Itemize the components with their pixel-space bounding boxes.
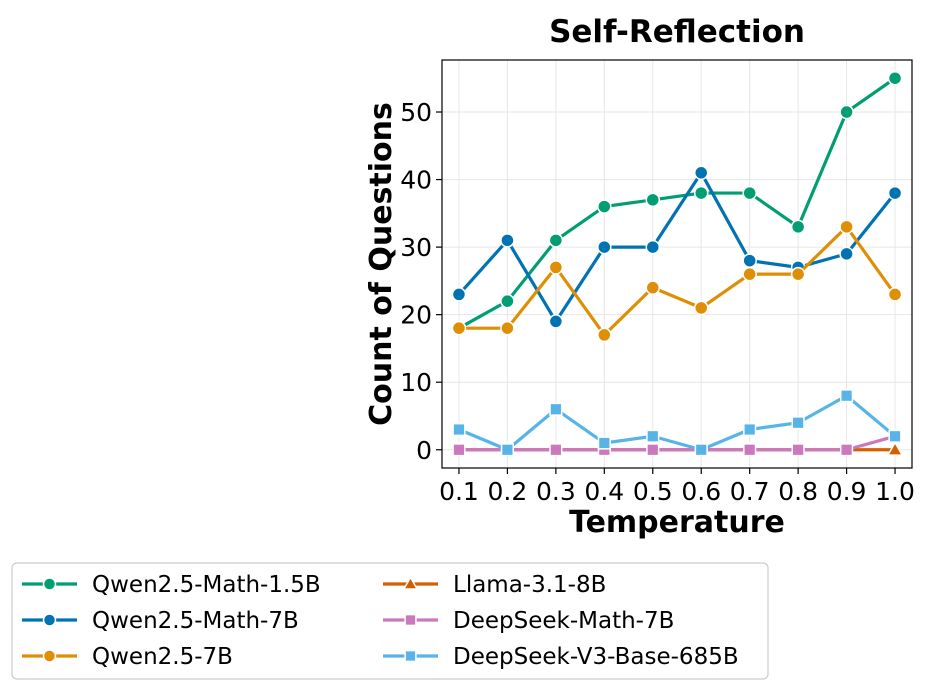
x-tick-label: 0.4 [584, 477, 624, 506]
data-point [451, 320, 467, 336]
legend-label: Qwen2.5-7B [92, 644, 233, 670]
data-point [743, 422, 757, 437]
data-point [791, 443, 805, 457]
data-point [790, 266, 806, 282]
data-point [597, 199, 612, 214]
legend-item-qwen2-5-7b: Qwen2.5-7B [22, 644, 233, 670]
data-point [839, 443, 854, 457]
series-line [457, 434, 897, 452]
data-point [597, 436, 611, 450]
data-point [888, 429, 902, 443]
legend-marker [42, 577, 57, 591]
legend-label: Qwen2.5-Math-7B [92, 608, 299, 634]
data-point [597, 327, 612, 343]
data-point [452, 422, 466, 437]
series-qwen2-5-math-7b [451, 165, 903, 329]
data-point [742, 266, 757, 282]
data-point [886, 441, 904, 456]
data-point [548, 260, 564, 275]
data-point [548, 314, 564, 329]
legend-item-qwen2-5-math-7b: Qwen2.5-Math-7B [22, 608, 299, 634]
legend-marker [42, 613, 57, 627]
data-point [500, 233, 515, 248]
series-qwen2-5-math-1-5b [451, 70, 903, 336]
data-point [791, 416, 805, 430]
series-line [457, 171, 897, 324]
legend-items: Qwen2.5-Math-1.5B Qwen2.5-Math-7B Qwen2.5-… [22, 572, 739, 670]
y-tick-label: 40 [400, 166, 432, 195]
data-point [549, 402, 563, 416]
data-point [839, 104, 854, 120]
x-tick-label: 0.3 [536, 477, 576, 506]
legend-marker [404, 649, 417, 663]
data-point [452, 443, 466, 457]
data-point [549, 443, 563, 457]
y-tick-label: 10 [400, 368, 432, 397]
data-point [646, 429, 660, 443]
legend-label: DeepSeek-V3-Base-685B [453, 644, 739, 670]
data-point [500, 443, 515, 457]
axis-ticks: 0.1 0.2 0.3 0.4 0.5 0.6 0.7 0.8 0.9 1.0 0 10 20 30 40 5… [400, 98, 915, 506]
data-point [742, 185, 757, 201]
legend-item-llama-3-1-8b: Llama-3.1-8B [383, 572, 606, 598]
data-point [839, 219, 854, 235]
series-qwen2-5-7b [451, 219, 903, 343]
data-point [887, 287, 903, 302]
data-point [887, 70, 903, 86]
data-point [500, 320, 515, 336]
legend-item-deepseek-v3-base-685b: DeepSeek-V3-Base-685B [383, 644, 739, 670]
legend-label: DeepSeek-Math-7B [453, 608, 674, 634]
y-tick-label: 50 [400, 98, 432, 127]
legend-item-qwen2-5-math-1-5b: Qwen2.5-Math-1.5B [22, 572, 321, 598]
data-point [694, 443, 708, 457]
y-tick-label: 0 [416, 436, 432, 465]
x-axis-label: Temperature [569, 505, 785, 540]
data-point [887, 185, 903, 201]
x-tick-label: 0.2 [488, 477, 528, 506]
legend-label: Llama-3.1-8B [453, 572, 606, 598]
data-point [451, 287, 467, 302]
series-line [457, 225, 897, 337]
data-point [839, 389, 854, 403]
data-point [693, 165, 709, 181]
data-point [645, 192, 661, 208]
y-tick-label: 20 [400, 301, 432, 330]
data-point [646, 443, 660, 457]
data-point [839, 246, 854, 262]
data-point [645, 239, 661, 255]
data-point [645, 280, 661, 295]
data-point [743, 443, 757, 457]
legend-marker [42, 649, 57, 663]
legend-item-deepseek-math-7b: DeepSeek-Math-7B [383, 608, 674, 634]
plot-frame [441, 59, 913, 469]
data-point [597, 239, 612, 255]
series-deepseek-v3-base-685b [452, 389, 902, 457]
data-point [693, 300, 709, 316]
y-axis-label: Count of Questions [364, 102, 399, 426]
series-line [457, 394, 897, 452]
x-tick-label: 0.5 [633, 477, 673, 506]
x-tick-label: 0.9 [827, 477, 867, 506]
legend-label: Qwen2.5-Math-1.5B [92, 572, 321, 598]
y-tick-label: 30 [400, 233, 432, 262]
x-tick-label: 0.6 [681, 477, 721, 506]
series-layer [450, 70, 904, 457]
chart-title: Self-Reflection [549, 14, 805, 50]
x-tick-label: 0.7 [730, 477, 770, 506]
x-tick-label: 1.0 [875, 477, 915, 506]
data-point [742, 253, 757, 268]
data-point [548, 233, 564, 248]
legend-marker [404, 613, 417, 627]
legend-marker [402, 575, 419, 590]
series-line [457, 76, 897, 330]
data-point [790, 219, 806, 235]
x-tick-label: 0.1 [439, 477, 479, 506]
data-point [500, 293, 515, 309]
data-point [693, 185, 709, 201]
x-tick-label: 0.8 [778, 477, 818, 506]
